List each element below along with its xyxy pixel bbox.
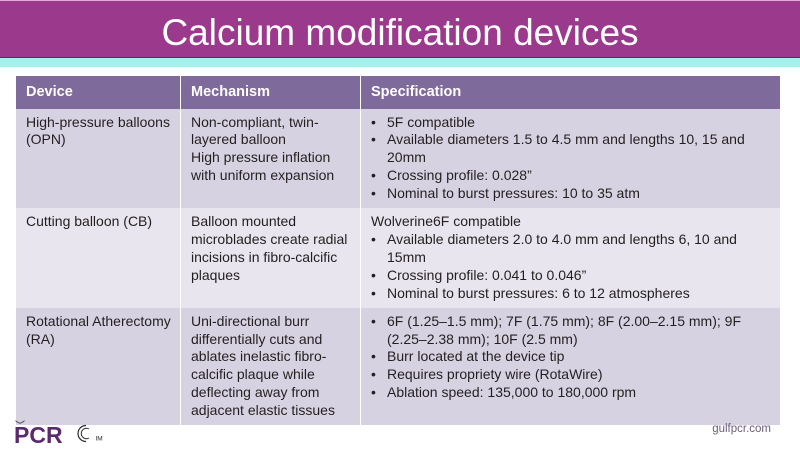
svg-text:PCR: PCR — [14, 422, 63, 446]
svg-text:IM: IM — [96, 436, 103, 443]
